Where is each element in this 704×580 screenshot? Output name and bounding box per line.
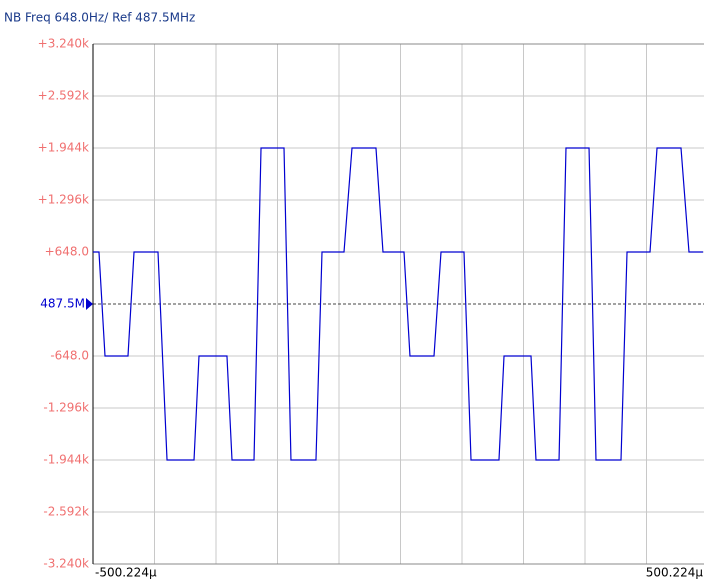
series-line: [93, 147, 704, 461]
y-tick-label: +3.240k: [38, 37, 89, 51]
reference-marker: [86, 298, 93, 310]
y-tick-label: -648.0: [50, 349, 89, 363]
x-tick-label: 500.224µ: [646, 566, 704, 580]
y-tick-label: -2.592k: [43, 505, 89, 519]
x-tick-label: -500.224µ: [95, 566, 157, 580]
y-tick-label: -1.944k: [43, 453, 89, 467]
y-tick-label: +1.944k: [38, 141, 89, 155]
y-tick-label: 487.5M: [40, 297, 85, 311]
y-tick-label: +1.296k: [38, 193, 89, 207]
y-tick-label: -1.296k: [43, 401, 89, 415]
y-tick-label: +648.0: [45, 245, 89, 259]
chart-title: NB Freq 648.0Hz/ Ref 487.5MHz: [4, 11, 195, 25]
y-tick-label: -3.240k: [43, 557, 89, 571]
y-tick-label: +2.592k: [38, 89, 89, 103]
